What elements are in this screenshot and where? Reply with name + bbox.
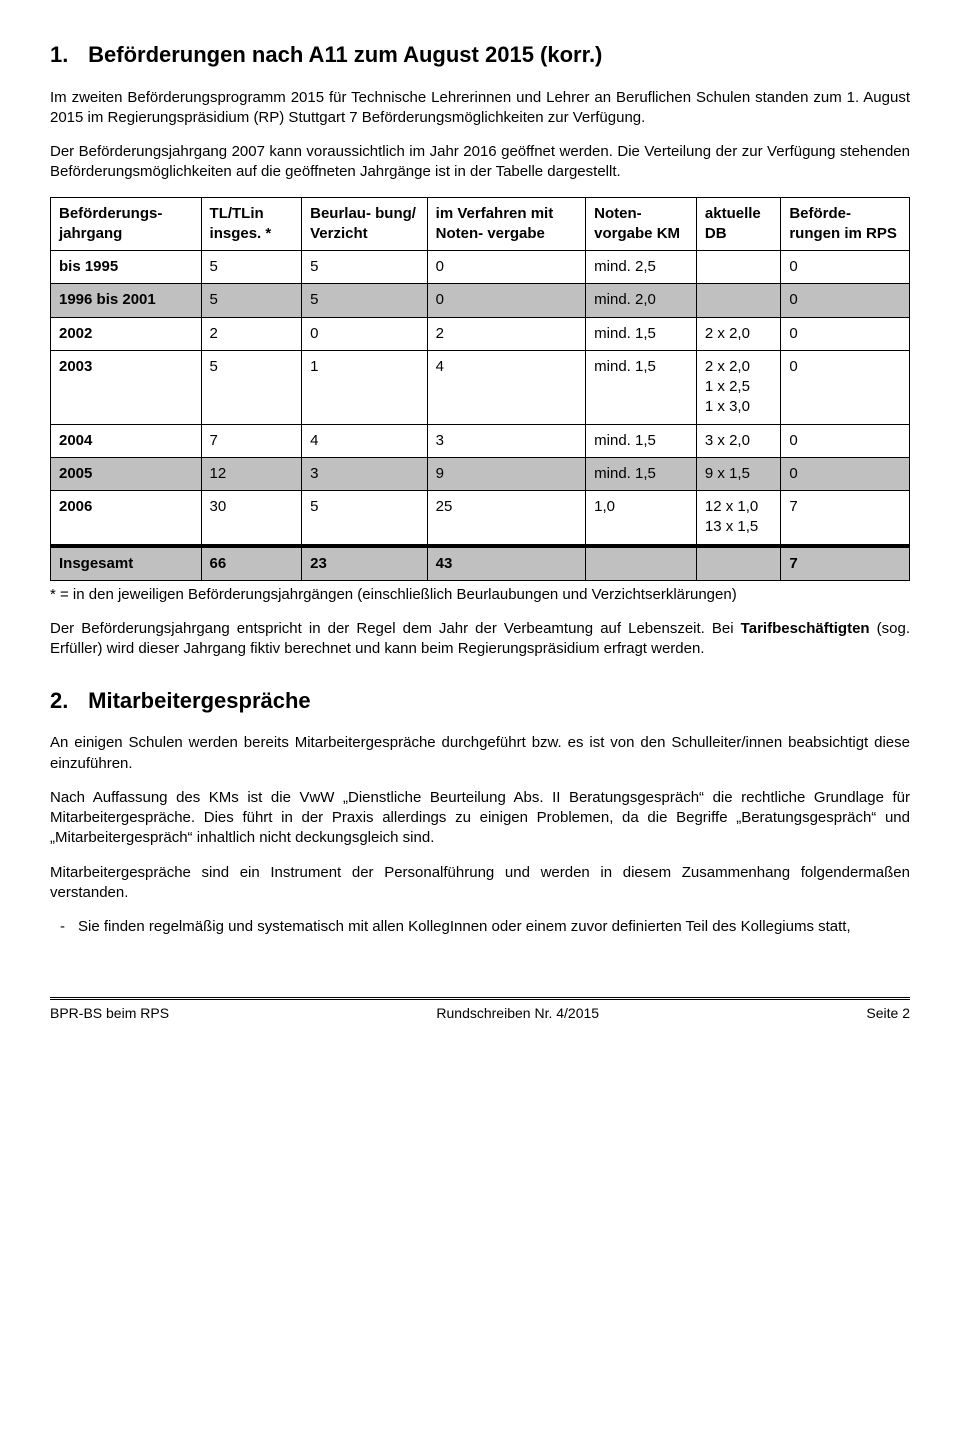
table-cell: 0 [781, 350, 910, 424]
table-cell: 3 x 2,0 [696, 424, 780, 457]
table-row: 2006305251,012 x 1,013 x 1,57 [51, 491, 910, 546]
table-total-cell: 7 [781, 546, 910, 581]
section-1-para-3: Der Beförderungsjahrgang entspricht in d… [50, 619, 910, 660]
table-total-cell: Insgesamt [51, 546, 202, 581]
table-cell: mind. 1,5 [586, 317, 697, 350]
table-cell: mind. 2,0 [586, 284, 697, 317]
table-cell [696, 251, 780, 284]
section-2-bullet-1: Sie finden regelmäßig und systematisch m… [78, 917, 910, 937]
table-cell: 1 [302, 350, 428, 424]
section-1-para-2: Der Beförderungsjahrgang 2007 kann vorau… [50, 142, 910, 183]
promotions-table: Beförderungs- jahrgang TL/TLin insges. *… [50, 197, 910, 581]
table-cell: 0 [781, 251, 910, 284]
table-row: 20051239mind. 1,59 x 1,50 [51, 457, 910, 490]
table-cell: 3 [302, 457, 428, 490]
table-cell: 0 [427, 284, 586, 317]
th-verfahren: im Verfahren mit Noten- vergabe [427, 197, 586, 251]
table-header-row: Beförderungs- jahrgang TL/TLin insges. *… [51, 197, 910, 251]
section-1-heading: 1. Beförderungen nach A11 zum August 201… [50, 40, 910, 70]
table-cell: 2 [427, 317, 586, 350]
th-beurlaubung: Beurlau- bung/ Verzicht [302, 197, 428, 251]
table-cell: 2 x 2,0 [696, 317, 780, 350]
table-cell: 4 [427, 350, 586, 424]
table-cell: 3 [427, 424, 586, 457]
table-total-cell: 23 [302, 546, 428, 581]
table-cell: 9 [427, 457, 586, 490]
table-total-cell [586, 546, 697, 581]
section-2-number: 2. [50, 686, 82, 716]
table-cell: mind. 1,5 [586, 424, 697, 457]
table-cell: 2006 [51, 491, 202, 546]
table-cell: 0 [781, 317, 910, 350]
table-cell: 12 [201, 457, 302, 490]
table-cell: 0 [427, 251, 586, 284]
table-total-cell: 43 [427, 546, 586, 581]
table-row: 2003514mind. 1,52 x 2,01 x 2,51 x 3,00 [51, 350, 910, 424]
table-cell: bis 1995 [51, 251, 202, 284]
section-1-para-1: Im zweiten Beförderungsprogramm 2015 für… [50, 88, 910, 129]
section-2-heading: 2. Mitarbeitergespräche [50, 686, 910, 716]
table-cell: 1,0 [586, 491, 697, 546]
table-row: 1996 bis 2001550mind. 2,00 [51, 284, 910, 317]
table-cell: 5 [201, 251, 302, 284]
table-cell: 9 x 1,5 [696, 457, 780, 490]
section-1-title: Beförderungen nach A11 zum August 2015 (… [88, 42, 602, 67]
table-cell: 2005 [51, 457, 202, 490]
table-row: 2004743mind. 1,53 x 2,00 [51, 424, 910, 457]
table-total-row: Insgesamt662343 7 [51, 546, 910, 581]
th-aktuelle-db: aktuelle DB [696, 197, 780, 251]
table-cell [696, 284, 780, 317]
footer-left: BPR-BS beim RPS [50, 1004, 169, 1023]
table-cell: 12 x 1,013 x 1,5 [696, 491, 780, 546]
th-notenvorgabe: Noten- vorgabe KM [586, 197, 697, 251]
section-1-number: 1. [50, 40, 82, 70]
table-cell: 30 [201, 491, 302, 546]
table-footnote: * = in den jeweiligen Beförderungsjahrgä… [50, 585, 910, 605]
table-cell: 2004 [51, 424, 202, 457]
section-2-title: Mitarbeitergespräche [88, 688, 311, 713]
table-row: bis 1995550mind. 2,50 [51, 251, 910, 284]
footer-center: Rundschreiben Nr. 4/2015 [436, 1004, 599, 1023]
section-2-para-1: An einigen Schulen werden bereits Mitarb… [50, 733, 910, 774]
table-cell: 0 [302, 317, 428, 350]
table-cell: 7 [781, 491, 910, 546]
table-cell: 5 [302, 284, 428, 317]
table-cell: 0 [781, 424, 910, 457]
th-befoerderungen: Beförde- rungen im RPS [781, 197, 910, 251]
section-2-para-3: Mitarbeitergespräche sind ein Instrument… [50, 863, 910, 904]
table-cell: 7 [201, 424, 302, 457]
table-total-cell [696, 546, 780, 581]
th-insges: TL/TLin insges. * [201, 197, 302, 251]
table-cell: 25 [427, 491, 586, 546]
table-cell: 0 [781, 457, 910, 490]
table-cell: 5 [201, 284, 302, 317]
table-total-cell: 66 [201, 546, 302, 581]
bold-tarifbeschaeftigten: Tarifbeschäftigten [741, 620, 870, 637]
table-cell: mind. 1,5 [586, 350, 697, 424]
table-cell: 1996 bis 2001 [51, 284, 202, 317]
table-cell: 2002 [51, 317, 202, 350]
table-cell: 2003 [51, 350, 202, 424]
footer-right: Seite 2 [866, 1004, 910, 1023]
table-cell: 5 [302, 251, 428, 284]
table-cell: 5 [201, 350, 302, 424]
table-cell: 0 [781, 284, 910, 317]
table-cell: mind. 1,5 [586, 457, 697, 490]
section-2-para-2: Nach Auffassung des KMs ist die VwW „Die… [50, 788, 910, 849]
table-cell: mind. 2,5 [586, 251, 697, 284]
table-cell: 2 x 2,01 x 2,51 x 3,0 [696, 350, 780, 424]
table-cell: 4 [302, 424, 428, 457]
section-2-bullet-list: Sie finden regelmäßig und systematisch m… [50, 917, 910, 937]
table-cell: 5 [302, 491, 428, 546]
table-row: 2002202mind. 1,52 x 2,00 [51, 317, 910, 350]
table-cell: 2 [201, 317, 302, 350]
page-footer: BPR-BS beim RPS Rundschreiben Nr. 4/2015… [50, 997, 910, 1023]
th-jahrgang: Beförderungs- jahrgang [51, 197, 202, 251]
